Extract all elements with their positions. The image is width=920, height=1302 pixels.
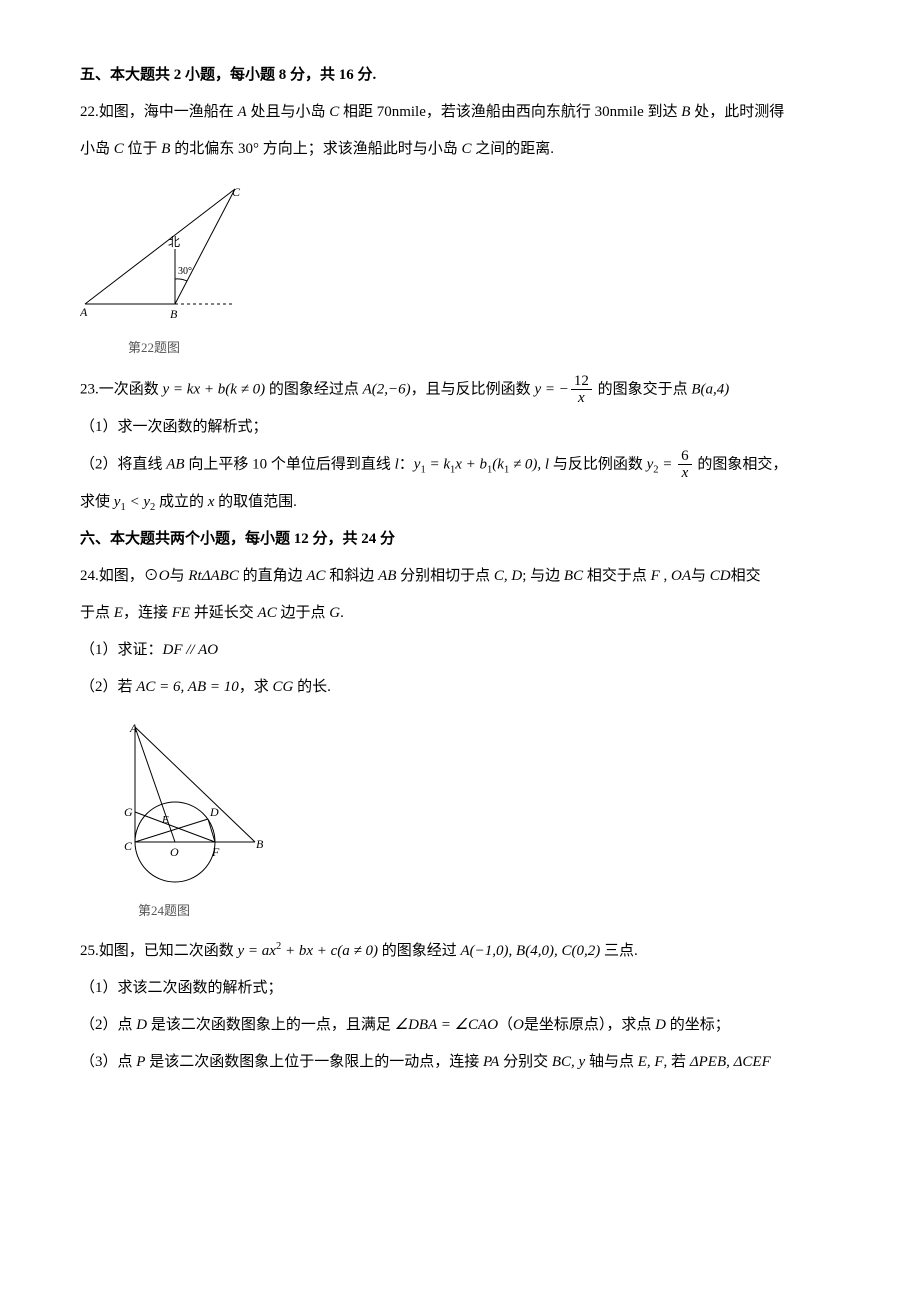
svg-text:O: O [170,845,179,859]
svg-text:F: F [211,845,220,859]
fig22-north: 北 [168,235,180,249]
q23-part1: （1）求一次函数的解析式； [80,411,840,444]
q25-part1: （1）求该二次函数的解析式； [80,972,840,1005]
fig22-A: A [80,305,88,319]
q25-line1: 25.如图，已知二次函数 y = ax2 + bx + c(a ≠ 0) 的图象… [80,935,840,968]
svg-text:C: C [124,839,133,853]
q25-num: 25. [80,943,99,959]
q22-line2: 小岛 C 位于 B 的北偏东 30° 方向上；求该渔船此时与小岛 C 之间的距离… [80,133,840,166]
q24-part1: （1）求证：DF // AO [80,634,840,667]
q25-part2: （2）点 D 是该二次函数图象上的一点，且满足 ∠DBA = ∠CAO（O是坐标… [80,1009,840,1042]
fig22-angle: 30° [178,266,192,277]
q24-line1: 24.如图，⊙O与 RtΔABC 的直角边 AC 和斜边 AB 分别相切于点 C… [80,560,840,593]
fig22-B: B [170,307,178,321]
q24-caption: 第24题图 [80,897,840,926]
q24-svg: A B C O D F G E [80,722,270,897]
q22-svg: A B C 北 30° [80,184,250,334]
svg-text:A: A [129,722,138,735]
q24-num: 24. [80,568,99,584]
svg-text:E: E [161,814,169,826]
q23-part2-line1: （2）将直线 AB 向上平移 10 个单位后得到直线 l：y1 = k1x + … [80,448,840,482]
q25-part3: （3）点 P 是该二次函数图象上位于一象限上的一动点，连接 PA 分别交 BC,… [80,1046,840,1079]
svg-text:B: B [256,837,264,851]
svg-text:D: D [209,805,219,819]
section-6-heading: 六、本大题共两个小题，每小题 12 分，共 24 分 [80,523,840,556]
q22-num: 22. [80,104,99,120]
svg-text:G: G [124,805,133,819]
q23-num: 23. [80,381,99,397]
q22-caption: 第22题图 [80,334,840,363]
fig22-C: C [232,185,241,199]
q24-figure: A B C O D F G E 第24题图 [80,722,840,926]
q24-part2: （2）若 AC = 6, AB = 10，求 CG 的长. [80,671,840,704]
section-5-heading: 五、本大题共 2 小题，每小题 8 分，共 16 分. [80,59,840,92]
q24-line2: 于点 E，连接 FE 并延长交 AC 边于点 G. [80,597,840,630]
q22-figure: A B C 北 30° 第22题图 [80,184,840,363]
q23-part2-line2: 求使 y1 < y2 成立的 x 的取值范围. [80,486,840,519]
q22-line1: 22.如图，海中一渔船在 A 处且与小岛 C 相距 70nmile，若该渔船由西… [80,96,840,129]
q23-line1: 23.一次函数 y = kx + b(k ≠ 0) 的图象经过点 A(2,−6)… [80,373,840,407]
